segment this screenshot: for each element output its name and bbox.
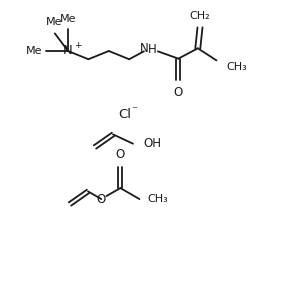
Text: Me: Me [25,46,42,56]
Text: Me: Me [60,14,76,24]
Text: H: H [148,43,157,56]
Text: CH₃: CH₃ [227,62,247,72]
Text: O: O [97,193,106,206]
Text: Me: Me [46,17,62,28]
Text: OH: OH [143,137,161,150]
Text: ⁻: ⁻ [131,104,137,118]
Text: +: + [74,42,81,51]
Text: CH₃: CH₃ [147,194,168,204]
Text: Cl: Cl [118,108,131,120]
Text: N: N [63,45,73,57]
Text: O: O [174,86,183,99]
Text: CH₂: CH₂ [190,11,210,22]
Text: N: N [140,42,149,55]
Text: O: O [116,148,125,161]
